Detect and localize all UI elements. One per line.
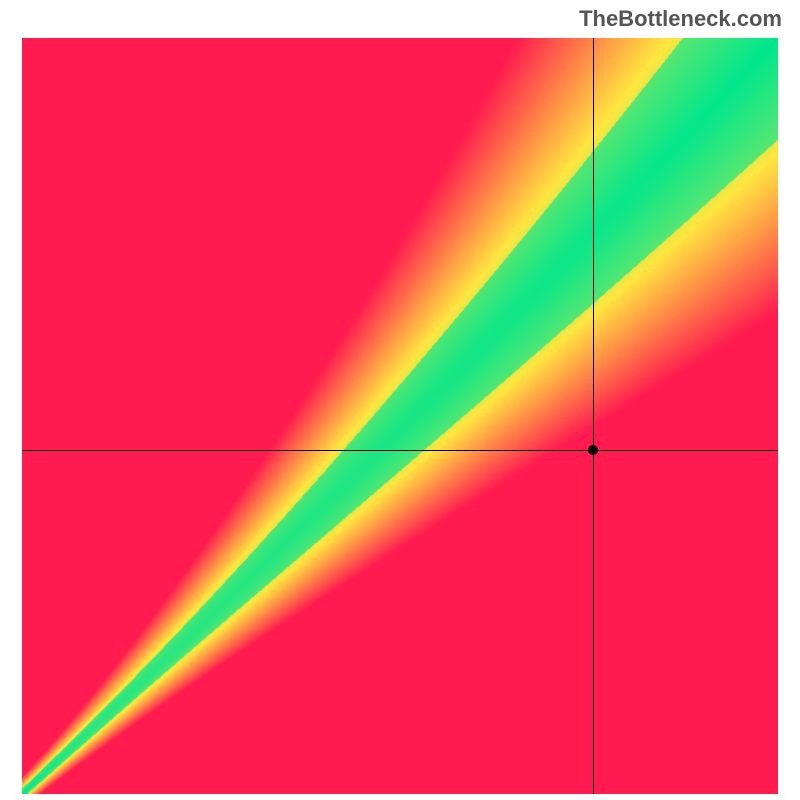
crosshair-vertical (593, 38, 594, 794)
heatmap-canvas (22, 38, 778, 794)
data-point-marker (588, 445, 598, 455)
chart-container: TheBottleneck.com (0, 0, 800, 800)
heatmap-plot (22, 38, 778, 794)
watermark-text: TheBottleneck.com (579, 6, 782, 32)
crosshair-horizontal (22, 450, 778, 451)
